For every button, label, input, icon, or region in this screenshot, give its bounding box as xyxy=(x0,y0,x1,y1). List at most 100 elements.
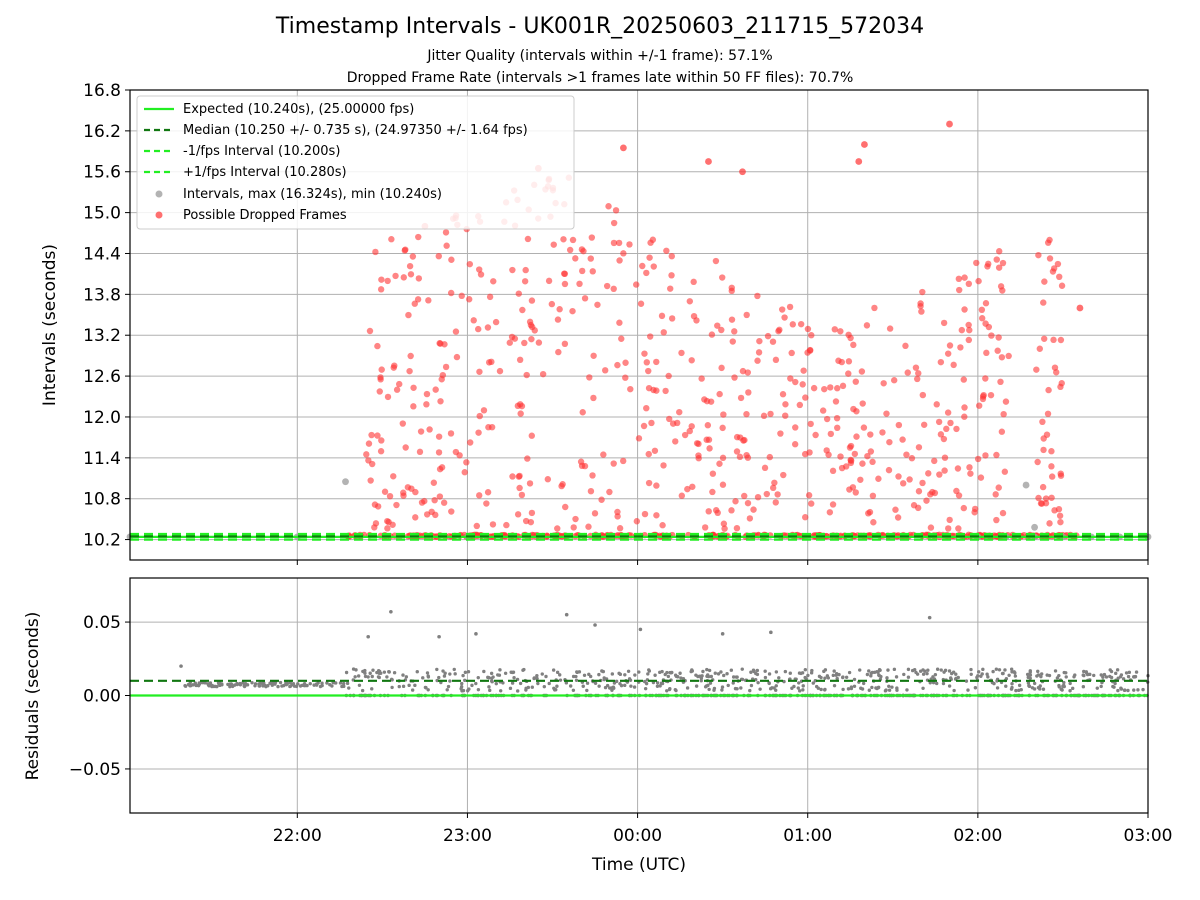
residual-point xyxy=(510,681,515,685)
residual-point xyxy=(906,675,911,679)
residual-point xyxy=(719,670,723,674)
residual-point xyxy=(954,672,958,676)
dropped-frame-point xyxy=(650,263,657,270)
dropped-frame-point xyxy=(709,470,717,477)
residual-point xyxy=(966,688,970,692)
dropped-frame-point xyxy=(489,521,497,528)
residual-point xyxy=(415,670,419,674)
residual-point xyxy=(253,682,258,686)
residual-point xyxy=(1108,674,1112,679)
dropped-frame-point xyxy=(384,277,391,285)
dropped-frame-point xyxy=(405,311,412,319)
dropped-frame-point xyxy=(603,282,611,290)
residual-point xyxy=(666,674,671,679)
dropped-frame-point xyxy=(435,449,443,456)
dropped-frame-point xyxy=(517,401,524,408)
residual-point xyxy=(846,687,851,691)
residual-point xyxy=(547,681,551,686)
residual-point xyxy=(1112,685,1116,689)
dropped-frame-point xyxy=(965,280,973,288)
dropped-frame-point xyxy=(886,325,894,332)
dropped-frame-point xyxy=(400,492,407,499)
residual-point xyxy=(587,672,591,677)
top-y-tick-label: 13.2 xyxy=(83,326,121,346)
residual-outlier xyxy=(564,612,569,617)
dropped-frame-point xyxy=(998,354,1006,361)
dropped-frame-point xyxy=(436,493,444,500)
residual-point xyxy=(788,671,792,675)
dropped-frame-point xyxy=(945,525,952,532)
residual-point xyxy=(755,668,760,673)
residual-point xyxy=(1000,671,1005,676)
residual-point xyxy=(448,672,452,676)
residual-point xyxy=(1134,670,1139,674)
residual-point xyxy=(1082,669,1086,674)
dropped-frame-point xyxy=(918,308,925,315)
residual-outlier xyxy=(593,623,597,627)
dropped-frame-point xyxy=(577,458,585,465)
residual-point xyxy=(1064,675,1068,679)
residual-point xyxy=(774,670,779,674)
residual-point xyxy=(574,678,579,682)
dropped-frame-point xyxy=(839,382,847,390)
residual-point xyxy=(877,667,882,672)
residual-point xyxy=(397,684,401,689)
dropped-frame-point xyxy=(1048,494,1055,501)
interval-point xyxy=(1031,523,1038,531)
dropped-frame-point xyxy=(779,391,787,398)
residual-point xyxy=(491,675,495,679)
dropped-frame-point xyxy=(653,512,660,519)
dropped-frame-point xyxy=(688,423,695,430)
dropped-frame-point xyxy=(476,368,483,375)
legend-box xyxy=(136,95,575,230)
residual-point xyxy=(886,668,890,672)
dropped-frame-point xyxy=(797,320,805,328)
residual-point xyxy=(368,671,372,675)
dropped-frame-point xyxy=(705,508,712,515)
dropped-frame-point xyxy=(993,451,1000,459)
residual-point xyxy=(460,681,464,686)
residual-point xyxy=(941,681,946,686)
residual-point xyxy=(1039,674,1043,679)
dropped-frame-point xyxy=(996,248,1003,255)
residual-point xyxy=(707,687,711,692)
dropped-frame-point xyxy=(614,513,621,520)
dropped-frame-point xyxy=(581,462,589,470)
dropped-frame-point xyxy=(377,376,384,383)
residual-point xyxy=(905,688,909,692)
dropped-frame-point xyxy=(365,440,373,447)
residual-point xyxy=(189,683,193,688)
residual-point xyxy=(754,671,758,676)
residual-point xyxy=(658,684,662,688)
dropped-frame-point xyxy=(1037,500,1045,507)
residual-point xyxy=(341,681,346,686)
dropped-frame-point xyxy=(622,359,629,366)
dropped-frame-point xyxy=(867,431,874,438)
residual-point xyxy=(510,670,515,675)
residual-point xyxy=(292,684,297,688)
residual-point xyxy=(530,685,534,689)
dropped-frame-point xyxy=(389,521,396,528)
dropped-frame-point xyxy=(363,451,370,458)
dropped-frame-point xyxy=(829,467,837,475)
dropped-frame-point xyxy=(484,324,492,331)
residual-point xyxy=(371,668,375,672)
residual-point xyxy=(210,684,214,689)
dropped-frame-point xyxy=(1048,463,1055,470)
dropped-frame-point xyxy=(808,332,815,339)
residual-point xyxy=(720,685,725,689)
residual-point xyxy=(731,681,735,685)
dropped-frame-point xyxy=(647,239,654,246)
dropped-frame-point xyxy=(997,378,1004,386)
residual-point xyxy=(552,686,556,690)
residual-point xyxy=(1057,683,1061,688)
dropped-frame-point xyxy=(415,233,422,241)
residual-point xyxy=(443,671,447,675)
residual-point xyxy=(748,688,752,693)
dropped-frame-point xyxy=(902,342,909,350)
dropped-frame-point xyxy=(667,285,674,292)
residual-point xyxy=(801,688,805,692)
residual-point xyxy=(976,674,980,678)
dropped-frame-point xyxy=(720,411,727,418)
dropped-frame-point xyxy=(721,525,728,532)
